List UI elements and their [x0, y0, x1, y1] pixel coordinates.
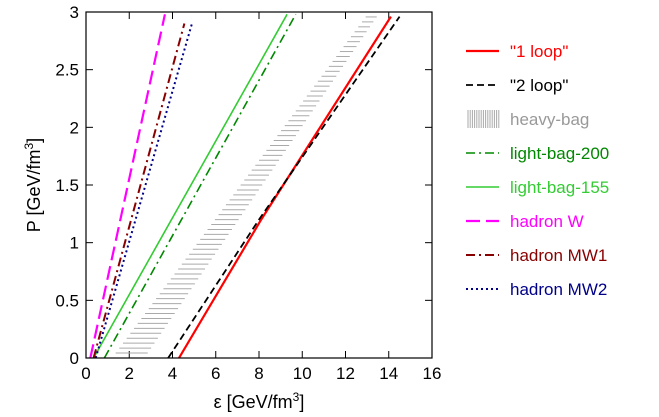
series-heavy-bag — [111, 12, 381, 358]
series-hadron-mw2 — [94, 23, 193, 358]
legend-entry-heavy-bag: heavy-bag — [467, 110, 589, 129]
legend-label: hadron MW2 — [510, 280, 607, 299]
series-light-bag-200 — [103, 13, 297, 358]
legend-label: hadron MW1 — [510, 246, 607, 265]
y-tick-label: 1.5 — [55, 176, 79, 195]
legend-label: light-bag-155 — [510, 178, 609, 197]
y-tick-label: 0 — [70, 349, 79, 368]
series-hadron-w — [89, 14, 167, 358]
legend-label: "2 loop" — [510, 76, 568, 95]
x-tick-label: 6 — [211, 364, 220, 383]
legend-entry-light-bag-155: light-bag-155 — [466, 178, 609, 197]
y-tick-label: 1 — [70, 234, 79, 253]
series-light-bag-155 — [92, 13, 288, 358]
y-tick-label: 2.5 — [55, 61, 79, 80]
plot-frame — [85, 11, 433, 359]
x-tick-label: 8 — [254, 364, 263, 383]
series-2-loop — [167, 16, 401, 358]
legend-label: light-bag-200 — [510, 144, 609, 163]
legend-entry-hadron-w: hadron W — [466, 212, 584, 231]
legend-entry-2-loop: "2 loop" — [466, 76, 568, 95]
y-axis-label: P [GeV/fm3] — [22, 138, 44, 232]
x-axis-label: ε [GeV/fm3] — [214, 390, 305, 412]
y-tick-label: 0.5 — [55, 291, 79, 310]
legend-entry-hadron-mw1: hadron MW1 — [466, 246, 607, 265]
x-tick-label: 14 — [379, 364, 398, 383]
x-tick-label: 2 — [125, 364, 134, 383]
y-tick-label: 3 — [70, 3, 79, 22]
legend-entry-hadron-mw2: hadron MW2 — [466, 280, 607, 299]
x-tick-label: 4 — [168, 364, 177, 383]
legend-entry-1-loop: "1 loop" — [466, 42, 568, 61]
legend-label: heavy-bag — [510, 110, 589, 129]
x-tick-label: 16 — [423, 364, 442, 383]
legend-label: hadron W — [510, 212, 584, 231]
legend-label: "1 loop" — [510, 42, 568, 61]
series-hadron-mw1 — [92, 23, 186, 358]
series-layer — [89, 12, 401, 358]
legend: "1 loop" "2 loop" heavy-bag light-bag-200 li… — [466, 42, 609, 299]
x-tick-label: 12 — [336, 364, 355, 383]
y-tick-label: 2 — [70, 118, 79, 137]
tick-layer: 0 2 4 6 8 10 12 14 16 0 0.5 1 1.5 2 2.5 3 — [55, 3, 441, 383]
x-tick-label: 10 — [293, 364, 312, 383]
legend-entry-light-bag-200: light-bag-200 — [466, 144, 609, 163]
series-1-loop — [178, 16, 392, 358]
x-tick-label: 0 — [81, 364, 90, 383]
